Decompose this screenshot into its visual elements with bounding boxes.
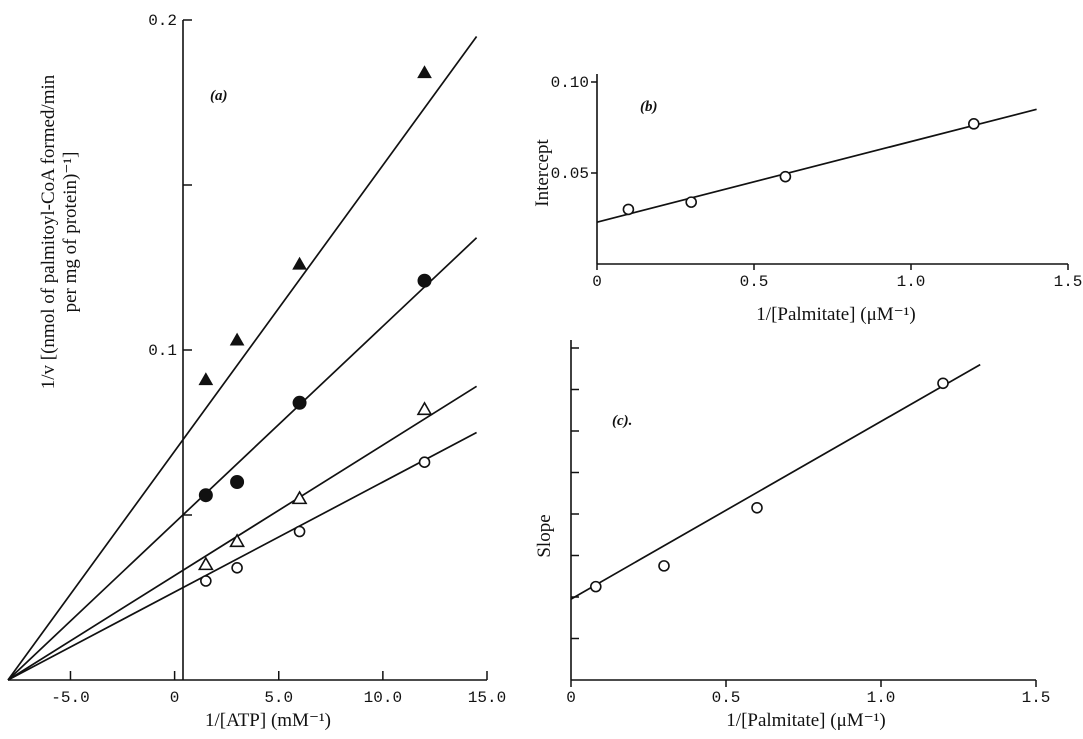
panel-a-fit-line-filled-circle [7, 237, 478, 681]
panel-b-y-tick-label: 0.10 [551, 74, 589, 92]
panel-a-point-open-triangle [291, 490, 308, 505]
panel-a-point-open-triangle [197, 556, 214, 571]
panel-a-y-axis-label-line2: per mg of protein)⁻¹] [60, 152, 81, 313]
panel-c-label: (c). [612, 413, 632, 429]
panel-b-label: (b) [640, 99, 658, 115]
panel-b-fit-line-open-circle [596, 108, 1037, 223]
panel-b-x-tick-label: 1.0 [897, 273, 926, 291]
panel-b-point-open-circle [622, 203, 635, 216]
panel-c-fit-line-open-circle [570, 363, 981, 600]
panel-a-x-tick-label: -5.0 [51, 689, 89, 707]
panel-a-fit-line-open-circle [7, 431, 477, 681]
panel-a-point-filled-circle [292, 395, 307, 410]
panel-a-y-tick-label: 0.2 [148, 12, 177, 30]
panel-a-point-filled-triangle [417, 65, 432, 79]
panel-c-x-tick-label: 1.5 [1022, 689, 1051, 707]
panel-c-point-open-circle [658, 560, 670, 572]
panel-a-point-open-circle [293, 525, 306, 538]
panel-b-y-axis-label: Intercept [532, 139, 553, 207]
panel-b-x-tick-label: 0 [592, 273, 602, 291]
panel-a-point-open-circle [418, 456, 431, 469]
panel-a-fit-line-open-triangle [7, 385, 478, 681]
panel-a-point-filled-circle [230, 475, 245, 489]
panel-a-point-open-triangle [416, 401, 433, 416]
panel-c-x-tick-label: 1.0 [867, 689, 896, 707]
panel-a-point-open-circle [200, 575, 212, 587]
panel-c-point-open-circle [751, 501, 763, 514]
panel-b-x-axis-label: 1/[Palmitate] (μM⁻¹) [756, 304, 915, 325]
panel-a-point-open-circle [231, 561, 243, 574]
panel-c-slope-plot: (c). 1/[Palmitate] (μM⁻¹) Slope 0 0.5 1.0 1… [534, 340, 1050, 731]
panel-a-x-tick-label: 15.0 [468, 689, 506, 707]
panel-a-point-open-triangle [229, 533, 245, 548]
panel-a-x-axis-label: 1/[ATP] (mM⁻¹) [205, 710, 331, 731]
panel-a-fit-line-filled-triangle [7, 35, 478, 681]
panel-a-x-tick-label: 0 [170, 689, 180, 707]
panel-c-point-open-circle [937, 377, 949, 390]
panel-a-x-tick-label: 10.0 [364, 689, 402, 707]
panel-a-point-filled-triangle [292, 256, 307, 270]
panel-b-point-open-circle [967, 118, 980, 130]
panel-a-x-tick-label: 5.0 [264, 689, 293, 707]
panel-a-point-filled-triangle [229, 332, 245, 346]
panel-b-point-open-circle [685, 196, 698, 208]
panel-a-y-axis-label-line1: 1/v [(nmol of palmitoyl-CoA formed/min [38, 74, 59, 389]
panel-c-x-tick-label: 0.5 [712, 689, 741, 707]
panel-a-kinetics-plot: (a) 1/[ATP] (mM⁻¹) 1/v [(nmol of palmito… [7, 12, 506, 731]
panel-b-x-tick-label: 1.5 [1054, 273, 1083, 291]
panel-b-intercept-plot: (b) 1/[Palmitate] (μM⁻¹) Intercept 0 0.5 1… [532, 74, 1082, 325]
panel-c-x-tick-label: 0 [566, 689, 576, 707]
panel-a-point-filled-triangle [198, 372, 214, 386]
panel-c-y-axis-label: Slope [534, 514, 555, 557]
panel-c-x-axis-label: 1/[Palmitate] (μM⁻¹) [726, 710, 885, 731]
panel-b-y-tick-label: 0.05 [551, 165, 589, 183]
panel-b-point-open-circle [779, 170, 792, 183]
panel-c-point-open-circle [589, 580, 602, 593]
panel-a-point-filled-circle [198, 488, 213, 503]
panel-a-label: (a) [210, 88, 228, 104]
panel-a-point-filled-circle [417, 273, 432, 288]
panel-a-y-tick-label: 0.1 [148, 342, 177, 360]
panel-b-x-tick-label: 0.5 [740, 273, 769, 291]
